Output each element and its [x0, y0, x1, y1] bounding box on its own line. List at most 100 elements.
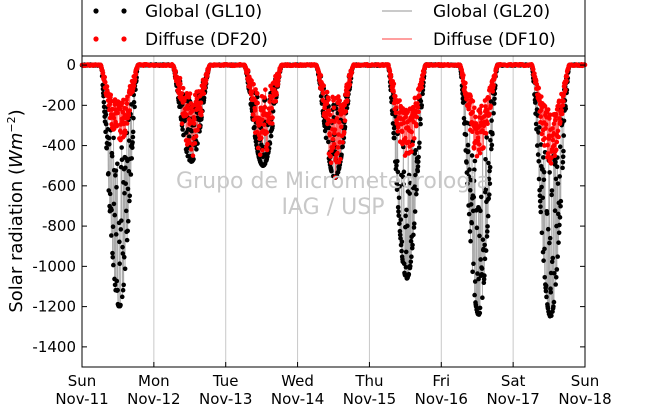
diffuse-point [131, 83, 137, 89]
global-point [415, 159, 421, 165]
global-point [340, 144, 345, 150]
global-point [101, 104, 107, 110]
diffuse-point [545, 142, 550, 148]
diffuse-point [336, 94, 341, 99]
global-point [119, 218, 124, 223]
global-point [404, 207, 409, 213]
global-point [486, 192, 492, 197]
legend-marker-global-gl10-2 [121, 8, 127, 14]
global-point [125, 186, 131, 192]
diffuse-point [198, 112, 204, 118]
diffuse-point [344, 98, 350, 103]
x-tick-label-date: Nov-15 [343, 390, 396, 408]
global-point [547, 235, 553, 241]
diffuse-point [332, 130, 337, 136]
diffuse-point [387, 68, 393, 74]
diffuse-point [483, 131, 489, 136]
global-point [107, 191, 113, 197]
diffuse-point [124, 101, 130, 106]
diffuse-point [265, 141, 270, 147]
global-point [563, 106, 569, 111]
global-point [268, 133, 274, 139]
x-tick-label-date: Nov-18 [558, 390, 611, 408]
global-point [556, 230, 562, 236]
global-point [412, 209, 418, 214]
global-point [401, 182, 406, 187]
global-point [120, 287, 126, 293]
diffuse-point [470, 129, 475, 134]
global-point [114, 185, 119, 190]
y-axis-label: Solar radiation (Wm−2) [5, 109, 27, 312]
global-point [401, 261, 407, 267]
diffuse-point [462, 85, 468, 90]
global-point [103, 112, 109, 117]
diffuse-point [471, 146, 477, 151]
global-point [466, 149, 471, 154]
diffuse-point [539, 131, 545, 137]
global-point [489, 142, 495, 148]
diffuse-point [262, 95, 267, 100]
global-point [109, 153, 115, 159]
x-tick-label-date: Nov-14 [271, 390, 324, 408]
diffuse-point [399, 129, 405, 135]
global-point [401, 169, 407, 175]
global-point [484, 234, 490, 239]
global-point [468, 187, 473, 193]
diffuse-point [566, 62, 572, 68]
legend-label-global-gl10: Global (GL10) [145, 2, 262, 22]
global-point [400, 174, 406, 180]
diffuse-point [100, 70, 106, 76]
global-point [461, 116, 467, 121]
global-point [491, 110, 496, 116]
global-point [409, 254, 414, 260]
diffuse-point [255, 100, 260, 106]
diffuse-point [552, 153, 558, 159]
diffuse-point [410, 142, 415, 148]
global-point [536, 125, 542, 130]
diffuse-point [550, 126, 555, 131]
diffuse-point [463, 80, 468, 86]
global-point [406, 271, 412, 277]
diffuse-point [409, 149, 414, 155]
global-point [123, 181, 128, 186]
global-point [118, 227, 124, 232]
global-point [478, 194, 484, 200]
y-tick-label: -800 [42, 217, 76, 235]
diffuse-point [549, 155, 554, 161]
x-tick-label-day: Sat [501, 372, 526, 390]
global-point [397, 232, 403, 238]
diffuse-point [255, 145, 261, 151]
global-point [483, 156, 488, 162]
diffuse-point [530, 67, 536, 72]
diffuse-point [488, 103, 494, 109]
diffuse-point [263, 87, 268, 92]
global-point [482, 256, 488, 262]
diffuse-point [124, 121, 130, 126]
diffuse-point [486, 95, 492, 101]
global-point [397, 184, 402, 189]
global-point [478, 208, 483, 214]
global-point [416, 145, 422, 150]
diffuse-point [393, 110, 399, 116]
global-point [106, 135, 112, 141]
diffuse-point [472, 105, 477, 111]
x-tick-label-day: Tue [212, 372, 239, 390]
global-point [111, 201, 117, 207]
diffuse-point [203, 77, 209, 83]
diffuse-point [202, 85, 208, 91]
global-point [487, 164, 493, 170]
global-point [123, 165, 128, 171]
diffuse-point [391, 89, 396, 94]
global-point [418, 116, 423, 122]
diffuse-point [557, 119, 563, 124]
global-point [119, 145, 124, 150]
global-point [465, 181, 470, 186]
global-point [253, 139, 259, 144]
diffuse-point [560, 103, 566, 108]
global-point [418, 98, 424, 104]
diffuse-point [173, 68, 179, 74]
diffuse-point [279, 62, 285, 68]
diffuse-point [484, 107, 490, 113]
diffuse-point [474, 130, 480, 136]
global-point [395, 169, 401, 175]
